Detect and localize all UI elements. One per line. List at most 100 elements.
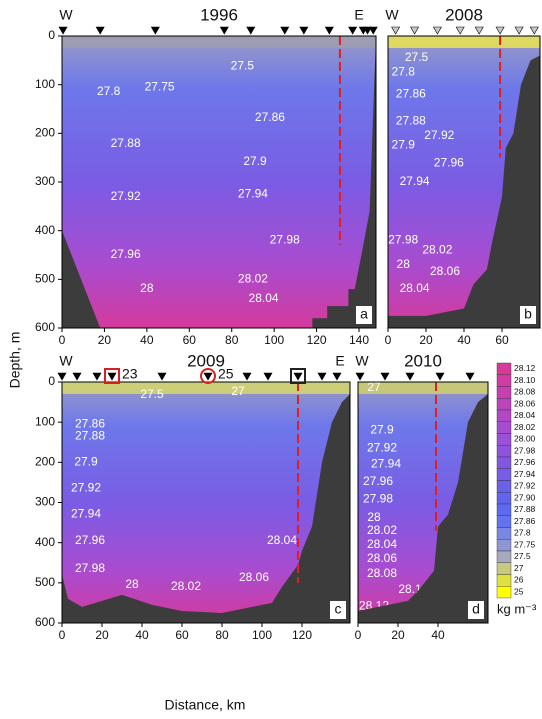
contour-label: 27.94 xyxy=(238,186,268,200)
station-highlight xyxy=(290,368,306,384)
y-tick-label: 300 xyxy=(35,174,55,188)
station-marker xyxy=(368,26,378,35)
panel-label-box xyxy=(520,306,536,324)
x-tick-label: 120 xyxy=(307,333,327,347)
colorbar-swatch xyxy=(496,433,512,446)
contour-label: 28.04 xyxy=(249,291,279,305)
panel-label: a xyxy=(360,306,368,322)
station-marker xyxy=(529,26,539,35)
station-marker xyxy=(435,372,445,381)
station-marker xyxy=(157,372,167,381)
bathymetry xyxy=(62,230,101,328)
x-tick-label: 80 xyxy=(215,628,229,642)
contour-label: 27 xyxy=(231,384,245,398)
y-tick-label: 600 xyxy=(35,615,55,629)
contour-label: 27 xyxy=(367,380,381,394)
contour-label: 27.86 xyxy=(75,416,105,430)
contour-label: 28.04 xyxy=(400,281,430,295)
station-marker xyxy=(219,26,229,35)
panel-title: 2008 xyxy=(445,5,483,24)
station-marker xyxy=(332,372,342,381)
y-tick-label: 0 xyxy=(48,28,55,42)
colorbar-label: 28.02 xyxy=(514,422,536,432)
contour-label: 28.02 xyxy=(238,272,268,286)
contour-label: 27.92 xyxy=(424,128,454,142)
colorbar-label: 28.06 xyxy=(514,398,536,408)
contour-label: 28.04 xyxy=(267,533,297,547)
bathymetry xyxy=(358,394,488,623)
colorbar-swatch xyxy=(496,492,512,505)
section-field xyxy=(62,36,376,328)
y-tick-label: 400 xyxy=(35,535,55,549)
station-marker xyxy=(380,372,390,381)
x-tick-label: 40 xyxy=(457,333,471,347)
station-marker xyxy=(317,372,327,381)
colorbar-label: 27.92 xyxy=(514,481,536,491)
y-tick-label: 100 xyxy=(35,414,55,428)
x-tick-label: 60 xyxy=(175,628,189,642)
contour-label: 27.75 xyxy=(145,79,175,93)
contour-label: 27.9 xyxy=(392,138,416,152)
west-label: W xyxy=(59,7,73,23)
station-marker xyxy=(58,26,68,35)
colorbar-swatch xyxy=(496,586,512,599)
colorbar-swatch xyxy=(496,562,512,575)
y-tick-label: 500 xyxy=(35,272,55,286)
station-marker xyxy=(299,26,309,35)
contour-label: 27.98 xyxy=(75,561,105,575)
colorbar-label: 27.90 xyxy=(514,492,536,502)
panel-title: 2009 xyxy=(187,351,225,370)
station-marker xyxy=(150,26,160,35)
colorbar-label: 28.04 xyxy=(514,410,536,420)
contour-label: 27.86 xyxy=(255,110,285,124)
colorbar-label: 28.00 xyxy=(514,434,536,444)
station-number: 23 xyxy=(122,366,138,382)
station-marker xyxy=(242,372,252,381)
x-tick-label: 40 xyxy=(135,628,149,642)
colorbar-swatch xyxy=(496,445,512,458)
x-tick-label: 140 xyxy=(349,333,369,347)
colorbar-swatch xyxy=(496,503,512,516)
colorbar-swatch xyxy=(496,374,512,387)
colorbar-swatch xyxy=(496,527,512,540)
contour-label: 27.86 xyxy=(396,87,426,101)
x-tick-label: 80 xyxy=(225,333,239,347)
contour-label: 28.06 xyxy=(430,264,460,278)
y-tick-label: 200 xyxy=(35,126,55,140)
east-label: E xyxy=(335,353,344,369)
west-label: W xyxy=(355,353,369,369)
contour-label: 28.04 xyxy=(367,537,397,551)
x-tick-label: 40 xyxy=(140,333,154,347)
x-tick-label: 60 xyxy=(183,333,197,347)
colorbar-label: 26 xyxy=(514,575,524,585)
y-tick-label: 300 xyxy=(35,495,55,509)
colorbar-label: 27.88 xyxy=(514,504,536,514)
contour-label: 27.96 xyxy=(363,474,393,488)
contour-label: 27.9 xyxy=(370,422,394,436)
contour-label: 27.94 xyxy=(400,174,430,188)
contour-label: 27.94 xyxy=(71,507,101,521)
contour-label: 27.98 xyxy=(388,233,418,247)
colorbar-unit: kg m⁻³ xyxy=(497,601,537,616)
station-marker xyxy=(280,26,290,35)
station-marker xyxy=(57,372,67,381)
contour-label: 28 xyxy=(125,577,139,591)
contour-label: 27.5 xyxy=(231,58,255,72)
x-tick-label: 100 xyxy=(252,628,272,642)
station-marker xyxy=(263,372,273,381)
bathymetry xyxy=(62,394,350,623)
station-marker xyxy=(92,372,102,381)
colorbar-label: 27.75 xyxy=(514,539,536,549)
contour-label: 28.02 xyxy=(422,242,452,256)
station-marker xyxy=(355,372,365,381)
y-tick-label: 400 xyxy=(35,223,55,237)
colorbar-swatch xyxy=(496,515,512,528)
contour-label: 27.88 xyxy=(111,136,141,150)
station-marker xyxy=(432,26,442,35)
contour-label: 28 xyxy=(140,281,154,295)
contour-label: 27.5 xyxy=(405,50,429,64)
contour-label: 28.06 xyxy=(239,570,269,584)
station-marker xyxy=(246,26,256,35)
contour-label: 27.96 xyxy=(111,247,141,261)
panel-label: b xyxy=(524,306,532,322)
